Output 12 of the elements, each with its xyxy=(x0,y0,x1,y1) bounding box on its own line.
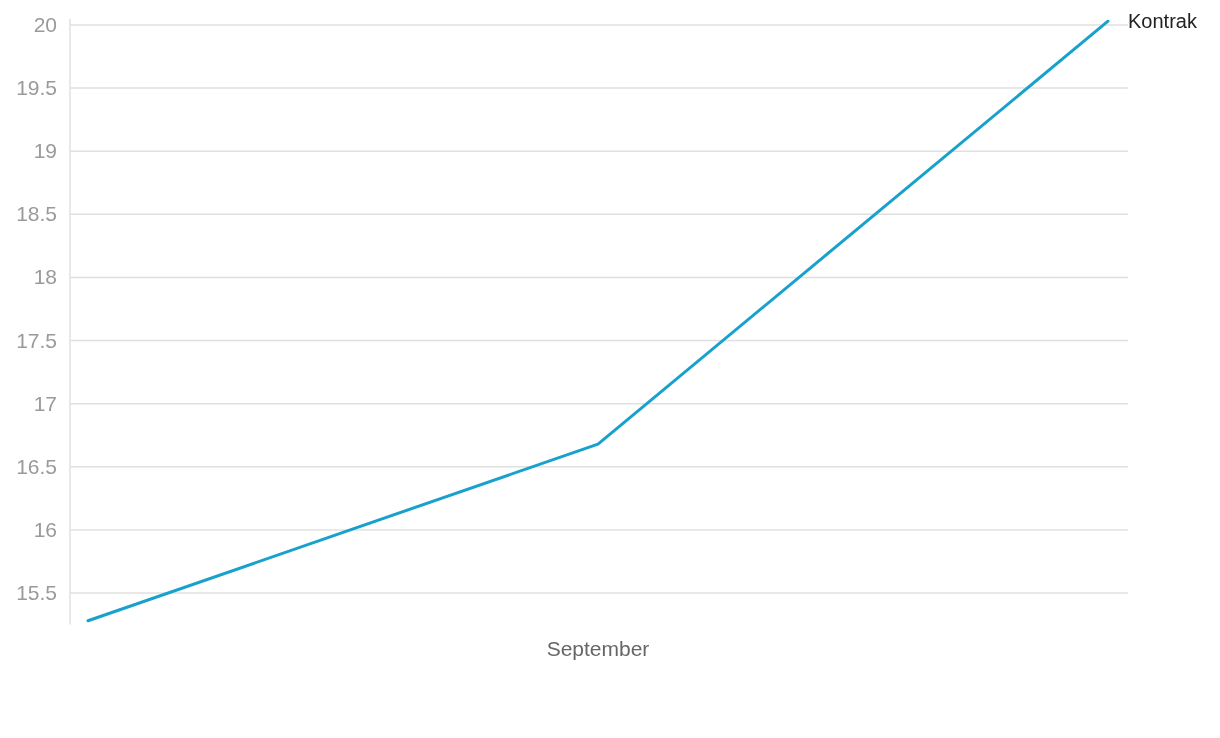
y-tick-label: 19.5 xyxy=(16,76,57,100)
y-tick-label: 17 xyxy=(33,391,57,415)
y-tick-label: 19 xyxy=(33,139,57,163)
x-tick-label: September xyxy=(546,637,650,660)
y-tick-label: 18 xyxy=(33,265,57,289)
y-tick-label: 20 xyxy=(33,13,57,36)
y-tick-label: 16.5 xyxy=(16,454,57,478)
y-tick-label: 17.5 xyxy=(16,328,57,352)
y-tick-label: 16 xyxy=(33,517,57,541)
y-tick-label: 15.5 xyxy=(16,580,57,604)
y-tick-label: 18.5 xyxy=(16,202,57,226)
series-label: Kontrak xyxy=(1128,10,1198,33)
